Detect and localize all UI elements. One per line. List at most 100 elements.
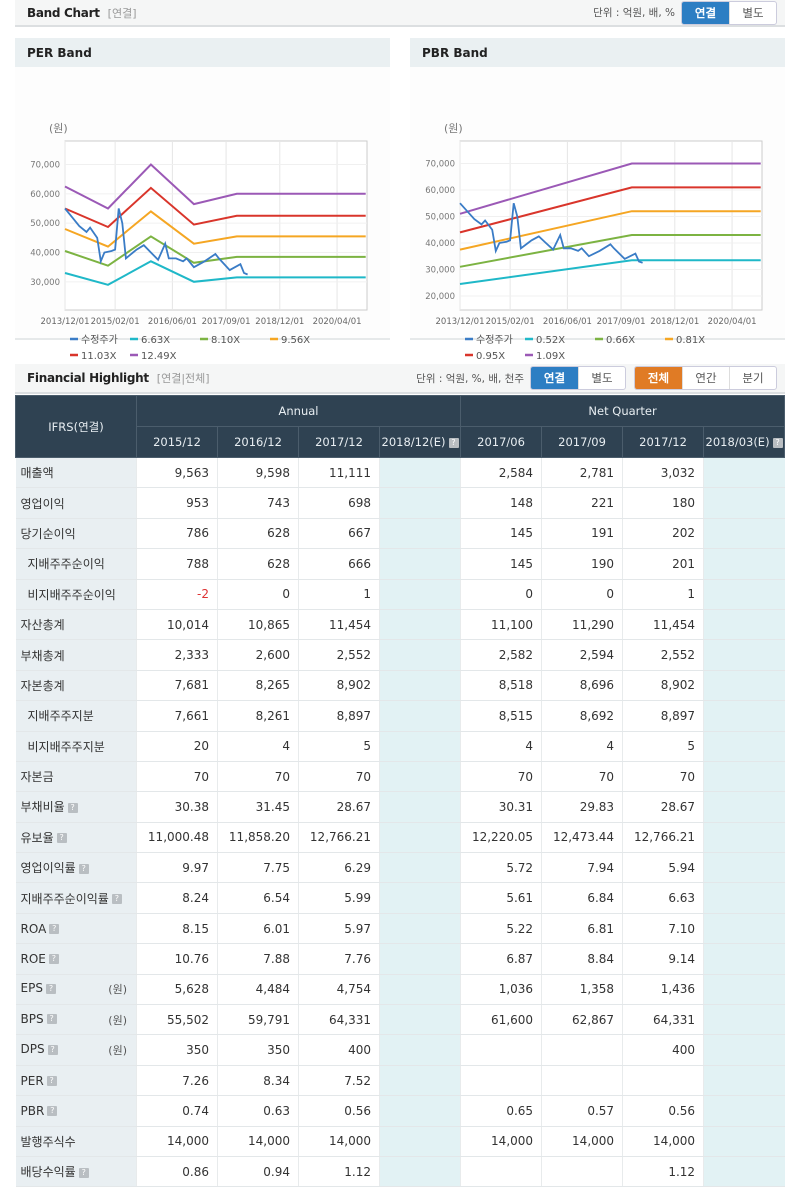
table-cell: 7.52 (298, 1065, 380, 1097)
help-icon[interactable]: ? (47, 1044, 58, 1055)
row-label-cell: 배당수익률? (15, 1156, 137, 1188)
table-row: 발행주식수 14,000 14,000 14,000 14,000 14,000 14,00… (15, 1126, 785, 1157)
table-cell: 12,766.21 (622, 822, 704, 854)
table-cell (703, 457, 785, 489)
row-label-cell: 유보율? (15, 822, 137, 854)
table-cell: 7.26 (136, 1065, 218, 1097)
help-icon[interactable]: ? (56, 833, 67, 844)
help-icon[interactable]: ? (46, 1076, 57, 1086)
table-cell: 8.24 (136, 882, 218, 914)
row-label: 지배주주순이익 (27, 557, 105, 572)
table-cell: 8,897 (622, 700, 704, 732)
table-cell (378, 1156, 461, 1188)
table-cell: 8,692 (541, 700, 623, 732)
table-cell: 64,331 (622, 1004, 704, 1036)
help-icon[interactable]: ? (78, 1167, 89, 1178)
table-cell (703, 974, 785, 1006)
table-cell: 2,333 (136, 639, 218, 671)
table-cell (378, 1004, 461, 1036)
table-cell (378, 700, 461, 732)
table-cell: 350 (136, 1034, 218, 1066)
table-cell: 6.63 (622, 882, 704, 914)
help-icon[interactable]: ? (47, 1106, 58, 1117)
table-cell (378, 974, 461, 1006)
period-all-button[interactable]: 전체 (635, 367, 682, 389)
legend-label: 11.03X (81, 351, 117, 362)
table-cell: 2,781 (541, 457, 623, 489)
row-label: ROE (20, 951, 46, 966)
table-cell: 698 (298, 487, 380, 519)
table-cell (703, 822, 785, 854)
help-icon[interactable]: ? (49, 924, 60, 935)
table-cell: 12,766.21 (298, 822, 380, 854)
column-label: 2017/12 (639, 435, 687, 449)
period-quarter-button[interactable]: 분기 (729, 367, 776, 389)
table-row: ROE? 10.76 7.88 7.76 6.87 8.84 9.14 (15, 943, 785, 975)
table-cell: 191 (541, 518, 623, 550)
column-label: 2017/06 (477, 435, 525, 449)
separate-button[interactable]: 별도 (578, 367, 625, 389)
table-row: PBR? 0.74 0.63 0.56 0.65 0.57 0.56 (15, 1095, 785, 1127)
table-cell: 5 (298, 731, 380, 762)
help-icon[interactable]: ? (67, 802, 78, 813)
table-cell: 14,000 (298, 1126, 380, 1157)
row-label-cell: 지배주주지분 (15, 700, 137, 732)
table-cell: 70 (541, 761, 623, 793)
y-tick-label: 50,000 (30, 219, 60, 229)
period-annual-button[interactable]: 연간 (682, 367, 729, 389)
table-cell: 0.56 (622, 1095, 704, 1127)
table-row: BPS? (원) 55,502 59,791 64,331 61,600 62,867 64,… (15, 1004, 785, 1036)
table-cell: 1,358 (541, 974, 623, 1006)
per-band-title: PER Band (15, 38, 390, 67)
table-cell: 8,265 (217, 670, 299, 702)
y-axis-unit: (원) (49, 122, 68, 135)
table-cell: 20 (136, 731, 218, 762)
table-cell: 4 (460, 731, 542, 762)
table-cell (378, 822, 461, 854)
separate-button[interactable]: 별도 (729, 1, 776, 24)
table-cell: 953 (136, 487, 218, 519)
pbr-band-panel: PBR Band (원) 2013/12/01 2015/02/01 2016/06/… (410, 38, 785, 362)
row-label-cell: 영업이익률? (15, 852, 137, 884)
table-cell: 8.34 (217, 1065, 299, 1097)
table-cell (541, 1156, 623, 1188)
help-icon[interactable]: ? (78, 863, 89, 874)
help-icon[interactable]: ? (45, 983, 56, 994)
table-row: 지배주주순이익률? 8.24 6.54 5.99 5.61 6.84 6.63 (15, 882, 785, 914)
legend-label: 9.56X (281, 335, 310, 346)
table-cell: 2,582 (460, 639, 542, 671)
table-cell: 11,111 (298, 457, 380, 489)
row-label: ROA (20, 921, 47, 936)
table-cell (703, 700, 785, 732)
table-row: EPS? (원) 5,628 4,484 4,754 1,036 1,358 1,436 (15, 974, 785, 1006)
help-icon[interactable]: ? (48, 954, 59, 965)
y-tick-label: 70,000 (425, 160, 455, 170)
help-icon[interactable]: ? (111, 894, 122, 905)
table-cell: 14,000 (460, 1126, 542, 1157)
table-cell: 201 (622, 548, 704, 580)
quarter-group-header: Net Quarter (460, 395, 786, 427)
consolidated-button[interactable]: 연결 (531, 367, 578, 389)
table-cell: 5.72 (460, 852, 542, 884)
help-icon[interactable]: ? (46, 1014, 57, 1025)
table-row: 지배주주순이익 788 628 666 145 190 201 (15, 548, 785, 580)
plot-area (459, 140, 763, 311)
x-tick-label: 2013/12/01 (41, 317, 90, 327)
table-cell: 5,628 (136, 974, 218, 1006)
table-cell: 70 (622, 761, 704, 793)
help-icon[interactable]: ? (448, 437, 459, 448)
legend-label: 수정주가 (476, 334, 513, 346)
consolidated-button[interactable]: 연결 (682, 1, 729, 24)
help-icon[interactable]: ? (772, 437, 783, 448)
table-row: 유보율? 11,000.48 11,858.20 12,766.21 12,220.05… (15, 822, 785, 854)
financial-basis-toggle: 연결 별도 (530, 366, 626, 390)
table-cell: 9,563 (136, 457, 218, 489)
y-tick-label: 60,000 (425, 186, 455, 196)
table-cell (378, 791, 461, 823)
row-label-cell: PBR? (15, 1095, 137, 1127)
table-cell: 2,584 (460, 457, 542, 489)
row-label: BPS (20, 1011, 44, 1026)
series-line-1.09X (459, 162, 761, 215)
x-tick-label: 2016/06/01 (543, 317, 592, 327)
period-toggle: 전체 연간 분기 (634, 366, 777, 390)
